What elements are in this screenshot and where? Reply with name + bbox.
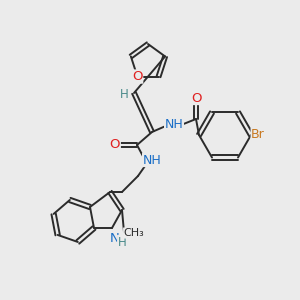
Text: O: O — [132, 70, 143, 83]
Text: O: O — [191, 92, 201, 104]
Text: Br: Br — [251, 128, 265, 142]
Text: H: H — [118, 236, 126, 248]
Text: N: N — [110, 232, 120, 244]
Text: CH₃: CH₃ — [124, 228, 144, 238]
Text: O: O — [110, 139, 120, 152]
Text: NH: NH — [142, 154, 161, 166]
Text: H: H — [120, 88, 128, 101]
Text: NH: NH — [165, 118, 183, 131]
